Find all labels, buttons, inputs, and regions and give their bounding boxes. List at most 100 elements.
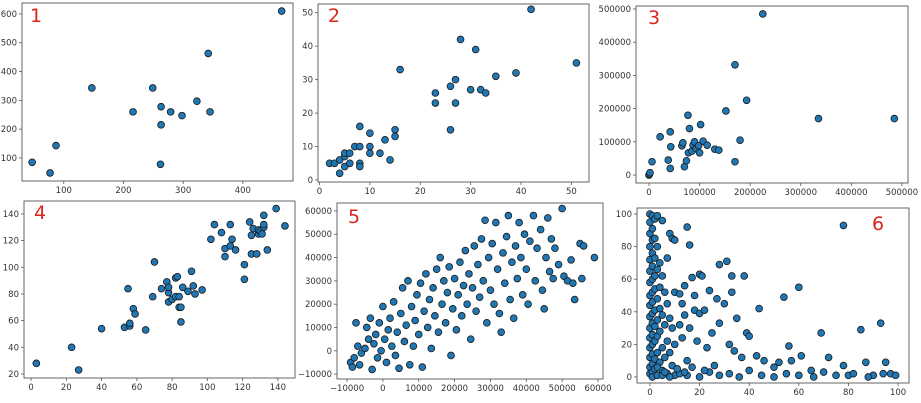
- scatter-point: [695, 148, 704, 157]
- scatter-point: [710, 361, 719, 370]
- y-tick-label: 0: [308, 176, 313, 186]
- scatter-point: [524, 300, 532, 308]
- scatter-point: [398, 284, 407, 292]
- scatter-point: [52, 141, 60, 150]
- x-tick-label: 20000: [441, 384, 468, 394]
- scatter-point: [431, 99, 440, 107]
- x-tick-label: 120: [235, 383, 251, 393]
- scatter-point: [366, 314, 375, 322]
- scatter-point: [700, 366, 709, 375]
- x-tick-label: 60: [793, 388, 804, 398]
- scatter-point: [660, 288, 669, 297]
- y-tick-label: 500: [1, 39, 17, 49]
- scatter-point: [665, 348, 674, 357]
- scatter-point: [157, 102, 165, 111]
- scatter-point: [382, 358, 391, 367]
- scatter-point: [471, 45, 480, 54]
- scatter-point: [666, 164, 675, 173]
- y-tick-label: 40: [621, 308, 632, 318]
- scatter-point: [819, 368, 828, 376]
- y-tick-label: 10000: [305, 323, 332, 333]
- scatter-point: [416, 279, 425, 287]
- scatter-point: [685, 324, 694, 332]
- scatter-point: [481, 216, 489, 225]
- scatter-point: [46, 169, 54, 177]
- scatter-point: [184, 287, 192, 296]
- scatter-point: [713, 294, 721, 303]
- scatter-point: [150, 258, 159, 266]
- scatter-point: [590, 253, 599, 262]
- scatter-point: [890, 114, 899, 123]
- x-tick-label: 0: [647, 388, 652, 398]
- y-tick-label: −10000: [298, 370, 332, 380]
- scatter-point: [785, 342, 793, 350]
- scatter-point: [745, 366, 753, 375]
- scatter-point: [760, 356, 768, 365]
- y-tick-label: 100: [3, 263, 19, 273]
- scatter-point: [660, 353, 669, 362]
- scatter-point: [207, 235, 215, 244]
- panel-number-label: 2: [328, 5, 340, 27]
- y-tick-label: 20: [621, 340, 632, 350]
- scatter-point: [680, 311, 689, 319]
- scatter-point: [488, 239, 497, 248]
- scatter-point: [569, 279, 577, 287]
- y-tick-label: 300: [1, 96, 17, 106]
- y-tick-label: 300000: [599, 71, 631, 81]
- x-tick-label: 60000: [584, 384, 611, 394]
- scatter-point: [688, 273, 696, 282]
- scatter-point: [656, 327, 664, 336]
- scatter-point: [538, 286, 547, 294]
- y-tick-label: 60: [621, 275, 632, 285]
- scatter-point: [678, 299, 686, 308]
- scatter-points: [28, 7, 286, 177]
- scatter-point: [685, 241, 694, 249]
- scatter-point: [658, 343, 667, 352]
- scatter-point: [533, 244, 541, 253]
- x-tick-label: 80: [167, 383, 178, 393]
- scatter-point: [759, 10, 767, 18]
- scatter-point: [658, 216, 667, 225]
- scatter-point: [547, 235, 556, 243]
- scatter-point: [499, 249, 507, 257]
- scatter-point: [656, 283, 664, 292]
- scatter-point: [362, 323, 371, 332]
- scatter-point: [513, 274, 522, 283]
- scatter-point: [187, 267, 196, 276]
- scatter-point: [191, 290, 199, 298]
- scatter-point: [384, 326, 393, 334]
- x-tick-label: 500000: [886, 188, 918, 198]
- scatter-point: [542, 253, 550, 262]
- scatter-panel-4: 0 20 40 60 80 100 120 140 20 40 60 80 100 120 140 4: [3, 200, 296, 393]
- scatter-point: [876, 319, 885, 328]
- scatter-point: [795, 283, 803, 292]
- scatter-point: [527, 5, 535, 14]
- scatter-point: [862, 358, 870, 367]
- scatter-point: [148, 292, 157, 301]
- y-tick-label: 10: [302, 143, 313, 153]
- scatter-point: [864, 373, 873, 381]
- scatter-point: [670, 236, 679, 244]
- scatter-point: [484, 253, 493, 262]
- scatter-point: [381, 136, 389, 144]
- scatter-point: [206, 108, 214, 116]
- scatter-point: [522, 265, 531, 274]
- scatter-point: [663, 254, 672, 262]
- scatter-point: [366, 149, 374, 158]
- scatter-point: [405, 360, 414, 369]
- x-tick-label: 20: [415, 187, 426, 197]
- scatter-point: [683, 223, 691, 231]
- x-tick-label: 0: [28, 383, 33, 393]
- scatter-points: [325, 5, 581, 178]
- scatter-point: [335, 169, 344, 178]
- plot-frame: [336, 202, 604, 380]
- x-tick-label: 30: [465, 187, 476, 197]
- scatter-point: [807, 366, 816, 375]
- scatter-point: [173, 272, 182, 281]
- scatter-point: [558, 204, 566, 213]
- scatter-point: [465, 270, 473, 278]
- scatter-point: [653, 242, 662, 251]
- scatter-point: [554, 260, 563, 269]
- scatter-point: [567, 256, 575, 264]
- scatter-point: [391, 351, 400, 360]
